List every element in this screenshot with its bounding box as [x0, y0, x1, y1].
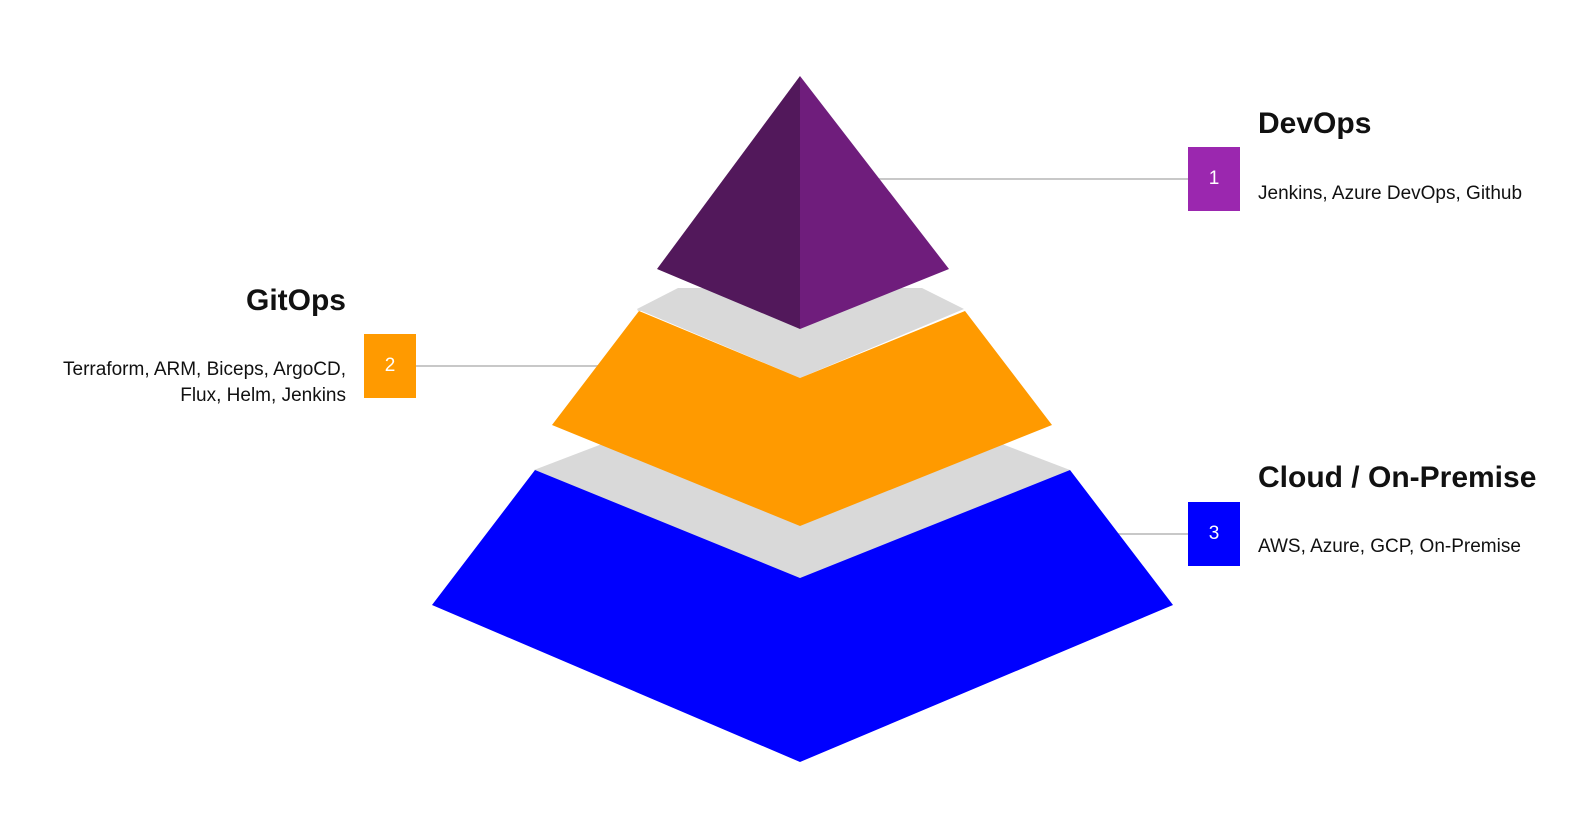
devops-layer-shape-right — [800, 76, 949, 329]
gitops-description: Terraform, ARM, Biceps, ArgoCD, Flux, He… — [63, 357, 346, 409]
devops-layer-shape-left — [657, 76, 800, 329]
cloud-description: AWS, Azure, GCP, On-Premise — [1258, 536, 1521, 557]
devops-title: DevOps — [1258, 107, 1372, 140]
devops-description: Jenkins, Azure DevOps, Github — [1258, 183, 1523, 204]
gitops-number-badge: 2 — [364, 334, 416, 398]
cloud-title: Cloud / On-Premise — [1258, 461, 1537, 494]
gitops-description-line-2: Flux, Helm, Jenkins — [180, 385, 346, 406]
gitops-description-line-1: Terraform, ARM, Biceps, ArgoCD, — [63, 359, 346, 380]
cloud-layer-shape — [432, 470, 1173, 762]
devops-number-badge: 1 — [1188, 147, 1240, 211]
upper-gap-band-fill — [637, 288, 964, 378]
gitops-layer-shape — [552, 311, 1052, 526]
gitops-title: GitOps — [245, 284, 346, 317]
cloud-number-badge: 3 — [1188, 502, 1240, 566]
